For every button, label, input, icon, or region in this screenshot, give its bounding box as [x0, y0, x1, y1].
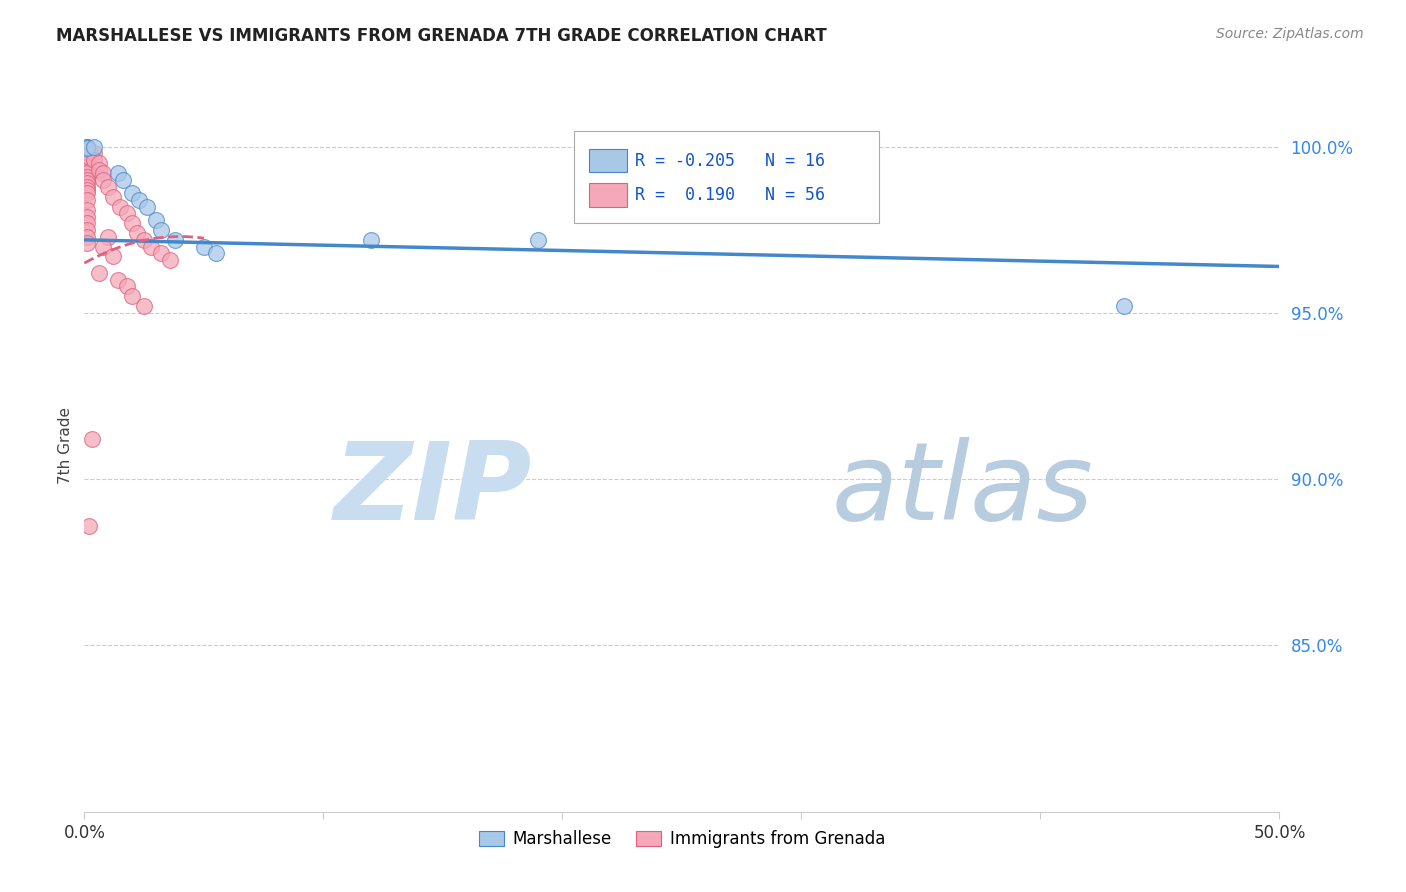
Point [125, 226, 148, 240]
Point [76, 156, 98, 170]
Point [149, 246, 172, 260]
Point [132, 233, 156, 247]
Point [110, 200, 132, 214]
Point [159, 252, 181, 267]
Point [76, 156, 98, 170]
Point [76, 143, 98, 157]
Point [1114, 299, 1136, 313]
Point [128, 193, 150, 207]
Point [76, 141, 98, 155]
Text: ZIP: ZIP [335, 437, 533, 543]
Point [83, 153, 105, 167]
Point [141, 239, 163, 253]
Point [107, 273, 129, 287]
Point [76, 216, 98, 230]
Point [121, 289, 143, 303]
Point [87, 156, 110, 170]
Text: R = -0.205   N = 16: R = -0.205 N = 16 [636, 152, 825, 169]
Point [76, 140, 98, 154]
Point [76, 183, 98, 197]
Y-axis label: 7th Grade: 7th Grade [58, 408, 73, 484]
Point [205, 246, 228, 260]
Point [121, 216, 143, 230]
Point [76, 153, 98, 167]
Point [121, 186, 143, 201]
Point [117, 206, 139, 220]
Point [76, 179, 98, 194]
Point [193, 239, 215, 253]
Point [101, 250, 124, 264]
Point [76, 166, 98, 180]
Point [76, 150, 98, 164]
Point [93, 173, 115, 187]
Point [135, 200, 157, 214]
Point [87, 163, 110, 178]
Point [76, 140, 98, 154]
Point [77, 518, 100, 533]
Point [76, 210, 98, 224]
Point [76, 140, 98, 154]
Point [76, 146, 98, 161]
FancyBboxPatch shape [589, 184, 627, 207]
Point [76, 150, 98, 164]
Text: atlas: atlas [831, 437, 1094, 542]
Text: Source: ZipAtlas.com: Source: ZipAtlas.com [1216, 27, 1364, 41]
Point [107, 166, 129, 180]
Point [527, 233, 550, 247]
Point [76, 236, 98, 251]
Point [76, 153, 98, 167]
Point [76, 186, 98, 201]
Point [76, 146, 98, 161]
Point [76, 160, 98, 174]
Point [132, 299, 156, 313]
Point [149, 223, 172, 237]
Point [76, 141, 98, 155]
Text: R =  0.190   N = 56: R = 0.190 N = 56 [636, 186, 825, 204]
Point [83, 146, 105, 161]
Point [97, 229, 120, 244]
Point [76, 177, 98, 191]
Point [77, 143, 100, 157]
Legend: Marshallese, Immigrants from Grenada: Marshallese, Immigrants from Grenada [472, 823, 891, 855]
Point [145, 213, 167, 227]
Point [76, 169, 98, 184]
Point [93, 166, 115, 180]
FancyBboxPatch shape [589, 149, 627, 172]
Point [76, 202, 98, 217]
Point [76, 143, 98, 157]
Point [111, 173, 134, 187]
Text: MARSHALLESE VS IMMIGRANTS FROM GRENADA 7TH GRADE CORRELATION CHART: MARSHALLESE VS IMMIGRANTS FROM GRENADA 7… [56, 27, 827, 45]
Point [101, 189, 124, 203]
Point [93, 239, 115, 253]
Point [76, 173, 98, 187]
Point [97, 179, 120, 194]
Point [76, 193, 98, 207]
Point [76, 229, 98, 244]
Point [360, 233, 382, 247]
Point [76, 223, 98, 237]
FancyBboxPatch shape [575, 131, 879, 223]
Point [165, 233, 187, 247]
Point [83, 140, 105, 154]
Point [76, 163, 98, 178]
Point [77, 150, 100, 164]
Point [80, 433, 103, 447]
Point [87, 266, 110, 280]
Point [117, 279, 139, 293]
